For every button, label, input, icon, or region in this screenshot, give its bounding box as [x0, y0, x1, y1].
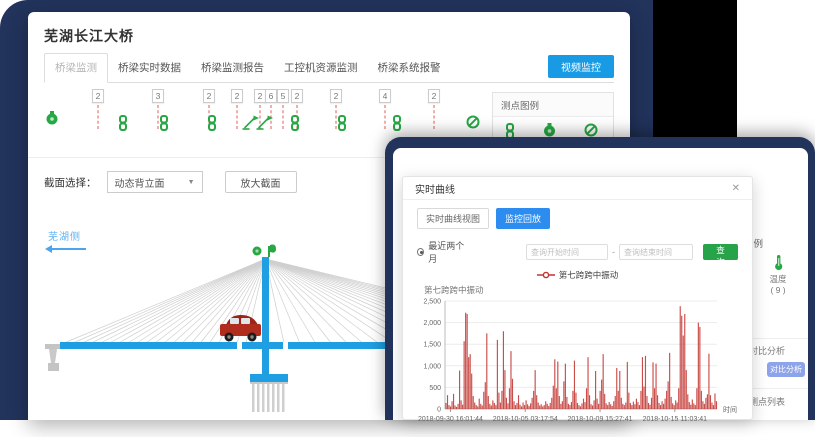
divider	[743, 338, 808, 339]
wind-icon[interactable]	[256, 115, 274, 135]
bridge-pylon	[262, 257, 269, 377]
legend-marker-icon	[536, 271, 555, 279]
sensor-count-badge: 2	[291, 89, 303, 103]
side-label-text: 芜湖侧	[48, 232, 81, 243]
section-select-dropdown[interactable]: 动态背立面 ▼	[106, 171, 203, 193]
car	[220, 315, 261, 342]
chain-icon[interactable]	[159, 115, 169, 136]
sensor-count-badge: 5	[277, 89, 289, 103]
sensor-dashed-line	[97, 105, 99, 129]
pylon-foundation	[250, 382, 288, 412]
sensor-count-badge: 3	[152, 89, 164, 103]
last-two-months-radio[interactable]	[417, 248, 425, 256]
section-select-value: 动态背立面	[114, 178, 165, 190]
point-list-label[interactable]: 测点列表	[749, 397, 786, 407]
bridge-side-label: 芜湖侧	[45, 228, 86, 253]
abutment-pier	[45, 344, 62, 371]
divider	[28, 157, 630, 158]
chart-title: 第七跨跨中振动	[424, 285, 484, 295]
legend-label: 第七跨跨中振动	[558, 270, 619, 280]
pylon-crossbeam	[250, 374, 288, 382]
svg-text:1,500: 1,500	[423, 342, 441, 349]
svg-text:2,000: 2,000	[423, 320, 441, 327]
section-select-label: 截面选择：	[44, 176, 97, 189]
date-range-separator: -	[612, 247, 615, 257]
chevron-down-icon: ▼	[187, 178, 195, 186]
temperature-count: ( 9 )	[770, 285, 786, 295]
clock-icon	[543, 123, 556, 144]
tab-1[interactable]: 桥梁实时数据	[118, 62, 181, 74]
modal-controls: 最近两个月 - 查询	[403, 232, 752, 267]
thermometer-icon	[774, 255, 782, 271]
white-background-block	[737, 0, 815, 142]
chain-icon[interactable]	[290, 115, 300, 136]
tab-3[interactable]: 工控机资源监测	[284, 62, 358, 74]
clock-icon[interactable]	[46, 111, 59, 131]
close-icon[interactable]: ✕	[731, 182, 740, 194]
modal-tab-0[interactable]: 实时曲线视图	[417, 208, 490, 229]
temperature-legend-item[interactable]: 温度 ( 9 )	[753, 254, 803, 296]
tab-4[interactable]: 桥梁系统报警	[377, 62, 441, 74]
sensor-count-badge: 6	[265, 89, 277, 103]
sensor-dashed-line	[335, 105, 337, 129]
black-background-block	[653, 0, 737, 137]
compare-analysis-button[interactable]: 对比分析	[767, 362, 805, 377]
block-icon	[584, 123, 598, 144]
sensor-count-badge: 2	[203, 89, 215, 103]
sensor-count-badge: 4	[379, 89, 391, 103]
svg-text:时间: 时间	[723, 405, 737, 414]
point-legend-title: 测点图例	[493, 93, 613, 117]
sensor-dashed-line	[259, 105, 261, 129]
chain-icon[interactable]	[392, 115, 402, 136]
sensor-count-badge: 2	[231, 89, 243, 103]
left-arrow-icon	[45, 245, 86, 253]
chart-legend[interactable]: 第七跨跨中振动	[403, 269, 752, 281]
query-button[interactable]: 查询	[703, 244, 738, 267]
modal-title: 实时曲线	[415, 184, 455, 196]
video-monitor-button[interactable]: 视频监控	[548, 55, 614, 78]
modal-header: 实时曲线 ✕	[403, 177, 752, 200]
sensor-count-badge: 2	[92, 89, 104, 103]
block-icon[interactable]	[466, 115, 480, 134]
modal-tabbar: 实时曲线视图 监控回放	[403, 200, 752, 232]
svg-text:500: 500	[429, 385, 441, 392]
query-end-time-input[interactable]	[619, 244, 693, 260]
section-select-row: 截面选择： 动态背立面 ▼ 放大截面	[44, 171, 614, 193]
sensor-dashed-line	[433, 105, 435, 129]
sensor-dashed-line	[282, 105, 284, 129]
sensor-count-badge: 2	[330, 89, 342, 103]
tab-0[interactable]: 桥梁监测	[44, 53, 108, 83]
page-title: 芜湖长江大桥	[44, 28, 134, 44]
svg-text:2,500: 2,500	[423, 299, 441, 306]
sensor-dashed-line	[236, 105, 238, 129]
svg-text:1,000: 1,000	[423, 363, 441, 370]
svg-text:0: 0	[437, 407, 441, 414]
temperature-label: 温度	[769, 274, 787, 284]
sensor-dashed-line	[270, 105, 272, 129]
query-start-time-input[interactable]	[526, 244, 608, 260]
radio-label: 最近两个月	[428, 241, 465, 264]
bridge-deck	[60, 342, 614, 349]
compare-section-title: 对比分析	[749, 346, 786, 356]
chain-icon[interactable]	[118, 115, 128, 136]
sensor-dashed-line	[384, 105, 386, 129]
main-tabbar: 桥梁监测 桥梁实时数据 桥梁监测报告 工控机资源监测 桥梁系统报警 视频监控	[44, 53, 614, 83]
modal-tab-1[interactable]: 监控回放	[496, 208, 551, 229]
pylon-sensor-icons	[252, 244, 276, 257]
sensor-dashed-line	[157, 105, 159, 129]
tab-2[interactable]: 桥梁监测报告	[201, 62, 264, 74]
chain-icon[interactable]	[207, 115, 217, 136]
chain-icon[interactable]	[337, 115, 347, 136]
sensor-count-badge: 2	[428, 89, 440, 103]
wind-icon[interactable]	[242, 115, 260, 135]
enlarge-section-button[interactable]: 放大截面	[224, 171, 297, 193]
divider	[743, 388, 808, 389]
